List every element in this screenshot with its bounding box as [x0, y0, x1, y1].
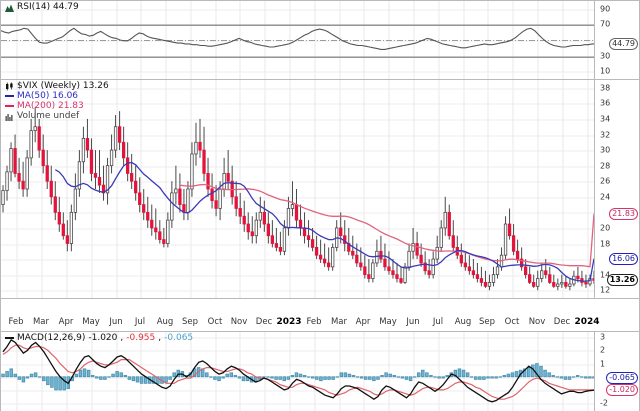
macd-panel: 3 2 1 -2 -0.065 -1.020 MACD(12,26,9) -1.020, … — [1, 332, 639, 411]
rsi-panel: 90 70 30 10 44.79 RSI(14) 44.79 — [1, 1, 639, 79]
macd-y-tick: 1 — [600, 359, 606, 369]
price-y-tick: 24 — [600, 192, 611, 202]
x-axis-label: Dec — [553, 317, 571, 327]
rsi-y-tick: 30 — [600, 51, 611, 61]
price-symbol-title: $VIX (Weekly) 13.26 — [17, 81, 109, 91]
rsi-y-tick: 70 — [600, 19, 611, 29]
ma50-label: MA(50) 16.06 — [17, 91, 79, 101]
price-y-tick: 32 — [600, 130, 611, 139]
x-axis-label: Apr — [355, 317, 371, 327]
x-axis-label: Feb — [8, 317, 24, 327]
macd-y-tick: 2 — [600, 345, 606, 355]
x-axis-label: May — [82, 317, 100, 327]
price-panel: 38 36 34 32 30 28 26 24 20 18 14 12 21.83 16.06 13.26 … — [1, 80, 639, 298]
rsi-value-box: 44.79 — [609, 38, 638, 51]
x-axis-label: Jun — [109, 317, 123, 327]
x-axis-label: May — [379, 317, 397, 327]
volume-label: Volume undef — [17, 111, 80, 121]
price-xaxis-divider — [1, 298, 639, 299]
mountain-chart-icon — [5, 3, 14, 12]
x-axis-label: Jul — [134, 317, 146, 327]
x-axis: Feb Mar Apr May Jun Jul Aug Sep Oct Nov Dec 2023 Feb… — [1, 315, 599, 331]
rsi-plot-area[interactable] — [1, 1, 594, 79]
macd-value-box: -1.020 — [606, 384, 638, 397]
ma200-swatch-icon — [5, 105, 14, 107]
x-axis-label: Nov — [528, 317, 546, 327]
macd-y-tick: -2 — [600, 398, 608, 408]
macd-y-axis: 3 2 1 -2 -0.065 -1.020 — [594, 332, 639, 411]
price-y-tick: 28 — [600, 161, 611, 171]
rsi-legend: RSI(14) 44.79 — [5, 2, 79, 12]
macd-value: -1.020 — [88, 333, 118, 343]
x-axis-label: Oct — [504, 317, 520, 327]
macd-hist-value: -0.065 — [164, 333, 194, 343]
ma200-value-box: 21.83 — [609, 207, 638, 220]
price-y-tick: 14 — [600, 270, 611, 280]
macd-legend: MACD(12,26,9) -1.020, -0.955, -0.065 — [5, 333, 193, 343]
rsi-price-divider — [1, 79, 639, 80]
macd-hist-value-box: -0.065 — [606, 371, 638, 384]
ma50-value-box: 16.06 — [609, 252, 638, 265]
price-y-tick: 12 — [600, 285, 611, 295]
macd-plot-area[interactable] — [1, 332, 594, 411]
xaxis-macd-divider — [1, 331, 639, 332]
x-axis-label: Mar — [330, 317, 348, 327]
price-y-tick: 18 — [600, 239, 611, 248]
macd-y-tick: 3 — [600, 332, 606, 342]
macd-title: MACD(12,26,9) — [17, 333, 86, 343]
price-y-tick: 38 — [600, 83, 611, 93]
x-axis-label: Aug — [454, 317, 472, 327]
rsi-y-tick: 90 — [600, 4, 611, 14]
x-axis-label: Aug — [156, 317, 174, 327]
candlestick-icon — [5, 82, 14, 91]
price-last-value-box: 13.26 — [606, 274, 638, 287]
x-axis-label: Apr — [58, 317, 74, 327]
x-axis-label: Sep — [478, 317, 496, 327]
x-axis-label: Dec — [255, 317, 273, 327]
price-y-tick: 36 — [600, 98, 611, 108]
price-y-tick: 26 — [600, 176, 611, 186]
x-axis-label: Oct — [207, 317, 223, 327]
price-y-tick: 20 — [600, 223, 611, 233]
x-axis-label: Jun — [406, 317, 420, 327]
rsi-title: RSI(14) 44.79 — [17, 2, 79, 12]
rsi-y-tick: 10 — [600, 66, 611, 76]
x-axis-label: Feb — [306, 317, 322, 327]
macd-swatch-icon — [5, 337, 14, 339]
x-axis-label: Sep — [181, 317, 199, 327]
x-axis-label: Mar — [32, 317, 50, 327]
price-y-axis: 38 36 34 32 30 28 26 24 20 18 14 12 21.83 16.06 13.26 — [594, 80, 639, 298]
x-axis-label: Jul — [432, 317, 444, 327]
ma50-swatch-icon — [5, 95, 14, 97]
rsi-y-axis: 90 70 30 10 44.79 — [594, 1, 639, 79]
x-axis-label: 2024 — [574, 317, 600, 327]
bar-chart-icon — [5, 112, 14, 121]
price-plot-area[interactable] — [1, 80, 594, 298]
price-y-tick: 34 — [600, 114, 611, 124]
price-legend: $VIX (Weekly) 13.26 MA(50) 16.06 MA(200)… — [5, 81, 109, 121]
x-axis-label: Nov — [230, 317, 248, 327]
price-y-tick: 30 — [600, 145, 611, 155]
ma200-label: MA(200) 21.83 — [17, 101, 84, 111]
macd-signal-value: -0.955 — [126, 333, 156, 343]
x-axis-label: 2023 — [276, 317, 302, 327]
